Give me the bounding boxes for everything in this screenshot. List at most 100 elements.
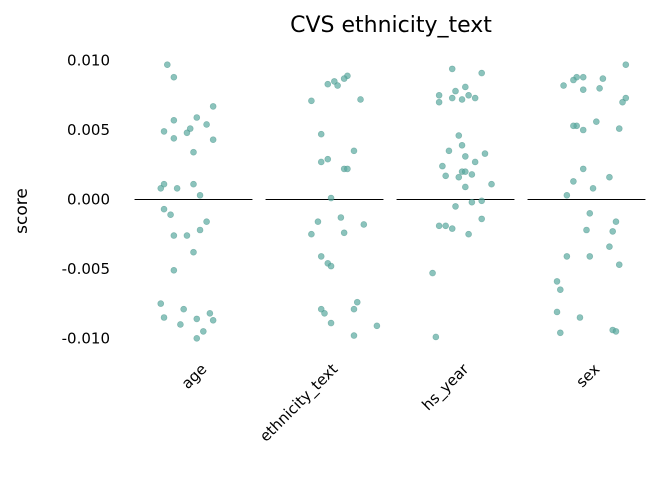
data-point [586,210,594,217]
data-point [465,91,472,99]
data-point [586,253,594,260]
x-tick-label: hs_year [418,360,473,415]
x-tick-label: age [178,360,210,392]
data-point [177,321,184,328]
data-point [609,228,617,235]
data-point [196,226,204,234]
data-point [471,158,479,166]
data-point [317,130,325,138]
data-point [465,230,472,238]
data-point [314,218,322,225]
data-point [193,114,201,121]
data-point [170,73,178,81]
data-point [435,91,443,99]
data-point [334,82,341,89]
data-point [435,222,443,230]
data-point [478,197,486,205]
y-tick-label: -0.010 [62,329,110,347]
data-point [478,69,486,77]
data-point [340,229,348,237]
data-point [190,148,197,156]
data-point [357,96,364,103]
data-point [462,168,469,175]
data-point [160,314,168,321]
data-point [324,155,332,163]
data-point [481,150,489,157]
data-point [556,329,564,337]
data-point [360,221,368,228]
y-tick-label: 0.010 [67,52,110,70]
data-point [606,243,613,250]
data-point [180,305,187,313]
data-point [448,65,456,73]
data-point [435,98,443,106]
data-point [556,286,564,294]
y-tick-label: 0.000 [67,190,110,208]
data-point [606,173,613,181]
data-point [340,75,348,82]
data-point [429,269,436,277]
data-point [209,103,217,110]
data-point [455,132,463,139]
data-point [570,76,577,84]
chart-title: CVS ethnicity_text [290,13,492,38]
data-point [488,180,495,188]
data-point [442,172,449,180]
data-point [327,194,335,202]
data-point [190,248,197,256]
data-point [462,83,469,91]
data-point [350,305,358,313]
data-point [167,211,174,219]
data-point [170,266,178,274]
data-point [622,61,630,69]
data-point [599,75,607,82]
data-point [321,310,328,317]
data-point [442,222,449,230]
data-point [203,121,210,128]
data-point [193,315,201,323]
data-point [458,96,466,103]
data-point [452,87,459,95]
data-point [209,136,217,144]
x-axis-ticks: age ethnicity_text hs_year sex [178,360,604,447]
data-point [570,178,577,185]
data-point [196,191,204,199]
data-point [183,232,191,239]
data-point [209,316,217,324]
data-point [576,314,584,321]
data-point [589,185,597,192]
data-point [612,218,620,225]
data-point [160,205,168,213]
data-point [455,173,463,181]
data-point [448,94,456,102]
data-point [615,261,623,269]
data-point [619,98,626,106]
data-point [560,82,567,89]
data-point [452,203,459,210]
data-point [203,218,210,225]
data-point [615,125,623,132]
data-point [157,185,165,192]
data-point [448,225,456,232]
data-point [160,128,168,135]
x-tick-label: ethnicity_text [256,360,342,446]
data-point [157,300,165,307]
data-point [327,319,335,327]
data-point [327,262,335,270]
data-point [206,310,214,317]
y-tick-label: -0.005 [62,260,110,278]
data-point [353,298,361,306]
data-point [350,147,358,155]
data-point [344,165,351,173]
data-point [468,198,476,206]
data-point [563,191,571,199]
data-point [439,162,446,170]
data-point [200,328,207,335]
data-point [170,135,178,142]
y-tick-label: 0.005 [67,121,110,139]
data-point [596,85,603,92]
data-point [308,97,315,105]
data-point [173,185,181,192]
data-point [462,183,469,191]
